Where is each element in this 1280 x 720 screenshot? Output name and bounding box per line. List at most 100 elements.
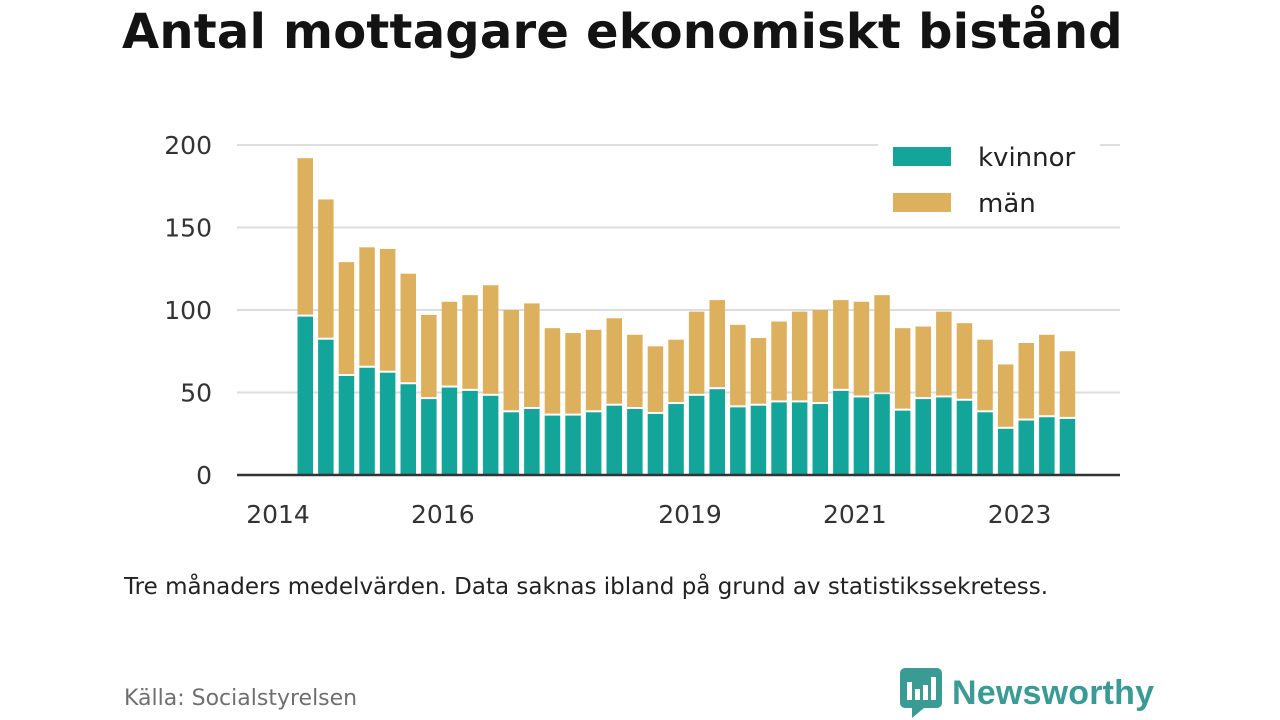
brand-logo: Newsworthy (900, 668, 1154, 718)
bar-man (750, 338, 767, 404)
chart-note: Tre månaders medelvärden. Data saknas ib… (124, 574, 1049, 600)
y-tick-label: 0 (196, 461, 212, 490)
bar-kvinnor (482, 395, 499, 475)
y-tick-label: 50 (180, 379, 212, 408)
bar-kvinnor (936, 397, 952, 475)
bar-kvinnor (1059, 418, 1076, 475)
bar-kvinnor (812, 404, 828, 475)
bar-man (297, 158, 313, 315)
chart: 0 50 100 150 200 2014 2016 2019 2021 2023 kvinno… (164, 131, 1120, 529)
bar-kvinnor (771, 402, 787, 475)
bar-kvinnor (503, 412, 519, 475)
bar-kvinnor (421, 399, 437, 475)
bar-man (524, 303, 540, 407)
bar-kvinnor (338, 376, 355, 475)
bar-man (359, 247, 375, 366)
bar-man (544, 328, 561, 414)
x-tick-label: 2023 (988, 500, 1052, 529)
bar-kvinnor (400, 384, 416, 475)
bar-man (936, 311, 952, 396)
bar-kvinnor (730, 407, 746, 475)
bar-kvinnor (297, 316, 313, 475)
bar-kvinnor (462, 390, 478, 475)
bar-man (1018, 343, 1034, 419)
bar-man (1059, 351, 1076, 417)
legend-label-man: män (978, 189, 1036, 219)
bars (297, 158, 1076, 475)
bar-kvinnor (627, 409, 643, 475)
bar-man (462, 295, 478, 389)
chart-title: Antal mottagare ekonomiskt bistånd (122, 4, 1123, 60)
bar-man (1039, 334, 1055, 416)
bar-man (400, 273, 416, 383)
bar-man (421, 314, 437, 398)
bar-man (730, 324, 746, 406)
legend-swatch-kvinnor (893, 147, 951, 166)
bar-kvinnor (874, 394, 890, 475)
bar-kvinnor (688, 395, 705, 475)
brand-name: Newsworthy (952, 673, 1155, 712)
bar-kvinnor (441, 387, 458, 475)
y-tick-label: 200 (164, 131, 212, 160)
bar-man (606, 318, 622, 404)
bar-man (956, 323, 973, 399)
source-label: Källa: Socialstyrelsen (124, 686, 358, 711)
bar-kvinnor (585, 412, 602, 475)
bar-kvinnor (894, 410, 911, 475)
bar-kvinnor (915, 399, 931, 475)
bar-kvinnor (977, 412, 993, 475)
bar-man (771, 321, 787, 401)
bar-kvinnor (318, 339, 334, 475)
x-tick-label: 2014 (246, 500, 310, 529)
bar-man (503, 310, 519, 411)
bar-kvinnor (750, 405, 767, 475)
x-tick-label: 2021 (823, 500, 887, 529)
bar-kvinnor (647, 413, 664, 475)
bar-man (894, 328, 911, 409)
bar-man (915, 326, 931, 398)
bar-man (338, 262, 355, 374)
bar-kvinnor (997, 428, 1014, 475)
legend-swatch-man (893, 193, 951, 212)
bar-man (812, 310, 828, 403)
bar-man (627, 334, 643, 407)
bar-man (565, 333, 581, 414)
bar-kvinnor (833, 390, 849, 475)
y-tick-label: 150 (164, 214, 212, 243)
bar-man (585, 329, 602, 411)
bar-man (709, 300, 725, 388)
bar-kvinnor (956, 400, 973, 475)
bar-kvinnor (1018, 420, 1034, 475)
x-axis-ticks: 2014 2016 2019 2021 2023 (246, 500, 1051, 529)
bar-man (441, 301, 458, 386)
bar-kvinnor (1039, 417, 1055, 475)
bar-kvinnor (359, 367, 375, 475)
legend-label-kvinnor: kvinnor (978, 143, 1076, 173)
bar-kvinnor (709, 389, 725, 475)
x-tick-label: 2016 (411, 500, 475, 529)
bar-kvinnor (668, 404, 684, 475)
y-tick-label: 100 (164, 296, 212, 325)
bar-man (482, 285, 499, 394)
bar-kvinnor (379, 372, 396, 475)
newsworthy-logo-icon (900, 668, 942, 718)
legend: kvinnor män (878, 134, 1100, 226)
y-axis-ticks: 0 50 100 150 200 (164, 131, 212, 490)
bar-man (318, 199, 334, 338)
bar-man (833, 300, 849, 389)
bar-man (874, 295, 890, 393)
x-tick-label: 2019 (658, 500, 722, 529)
bar-kvinnor (544, 415, 561, 475)
bar-kvinnor (853, 397, 870, 475)
bar-kvinnor (791, 402, 808, 475)
bar-man (997, 364, 1014, 427)
bar-man (668, 339, 684, 403)
bar-man (977, 339, 993, 411)
bar-kvinnor (524, 409, 540, 475)
bar-man (647, 346, 664, 412)
bar-man (688, 311, 705, 394)
bar-man (379, 248, 396, 371)
bar-kvinnor (565, 415, 581, 475)
bar-man (853, 301, 870, 396)
bar-kvinnor (606, 405, 622, 475)
